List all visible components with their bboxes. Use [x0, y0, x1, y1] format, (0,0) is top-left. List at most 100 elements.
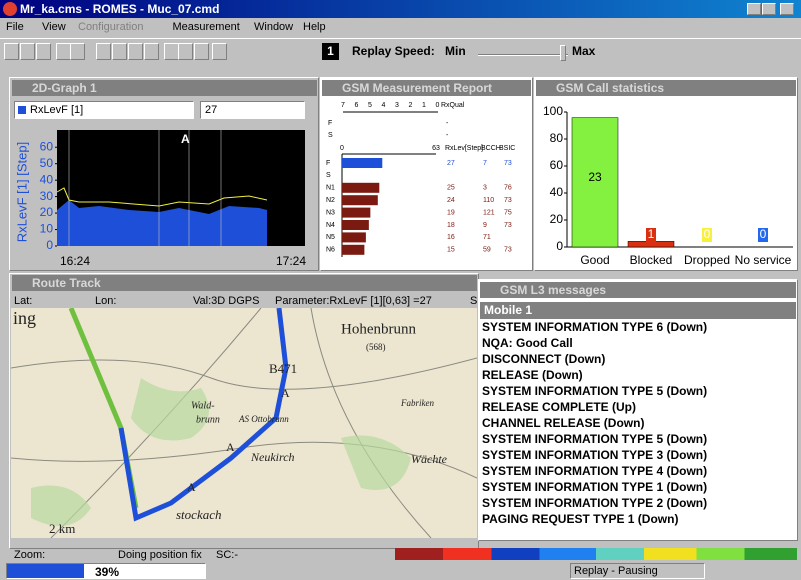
- replay-label: Replay Speed:: [352, 44, 435, 58]
- slider-thumb[interactable]: [560, 45, 566, 61]
- y-tick-label: 60: [550, 158, 564, 172]
- rxqual-scale: 6: [355, 102, 359, 109]
- menu-item[interactable]: Measurement: [173, 21, 240, 33]
- row-name: S: [326, 172, 331, 179]
- slider-track[interactable]: [478, 54, 568, 56]
- map-label: (568): [366, 342, 386, 352]
- y-tick-label: 20: [40, 205, 54, 219]
- rxqual-scale: 0: [436, 102, 440, 109]
- map-label: ing: [13, 308, 36, 328]
- lon: Lon:: [95, 295, 116, 307]
- row-name: N2: [326, 197, 335, 204]
- l3-message[interactable]: PAGING REQUEST TYPE 1 (Down): [482, 512, 678, 526]
- row-name: N5: [326, 234, 335, 241]
- menu-item[interactable]: Help: [303, 21, 326, 33]
- column-header: RxLev[Step]: [445, 145, 483, 152]
- tool-button[interactable]: [112, 43, 127, 60]
- tool-button[interactable]: [4, 43, 19, 60]
- tool-button[interactable]: [20, 43, 35, 60]
- menu-item[interactable]: View: [42, 21, 66, 33]
- tool-button[interactable]: [70, 43, 85, 60]
- map-label: Hohenbrunn: [341, 321, 416, 337]
- tool-button[interactable]: [178, 43, 193, 60]
- l3-message[interactable]: SYSTEM INFORMATION TYPE 5 (Down): [482, 384, 707, 398]
- tool-button[interactable]: [164, 43, 179, 60]
- rxlev-bar: [342, 245, 364, 255]
- column-header: BCCH: [481, 145, 501, 152]
- l3-message[interactable]: SYSTEM INFORMATION TYPE 1 (Down): [482, 480, 707, 494]
- rxlev-value: 27: [447, 160, 455, 167]
- color-scale: [395, 548, 797, 560]
- rxqual-scale: 7: [341, 102, 345, 109]
- minimize-button[interactable]: [747, 3, 761, 15]
- y-tick-label: 80: [550, 131, 564, 145]
- rxlev-bar: [342, 232, 366, 242]
- badge[interactable]: 1: [322, 43, 339, 60]
- row-name: N3: [326, 209, 335, 216]
- y-tick-label: 50: [40, 156, 54, 170]
- rxlev-bar: [342, 195, 378, 205]
- rxqual-scale: 1: [422, 102, 426, 109]
- count-label: 23: [588, 170, 602, 184]
- lat: Lat:: [14, 295, 32, 307]
- y-tick-label: 0: [556, 239, 563, 253]
- menu-item[interactable]: File: [6, 21, 24, 33]
- l3-message[interactable]: DISCONNECT (Down): [482, 352, 605, 366]
- bcch-value: 7: [483, 160, 487, 167]
- l3-message[interactable]: CHANNEL RELEASE (Down): [482, 416, 644, 430]
- l3-message[interactable]: SYSTEM INFORMATION TYPE 3 (Down): [482, 448, 707, 462]
- y-tick-label: 40: [550, 185, 564, 199]
- bsic-value: 76: [504, 185, 512, 192]
- tool-button[interactable]: [212, 43, 227, 60]
- rxqual-row: S: [328, 132, 333, 139]
- graph-caption: 2D-Graph 1: [12, 80, 317, 96]
- l3-message[interactable]: SYSTEM INFORMATION TYPE 5 (Down): [482, 432, 707, 446]
- event-marker: A: [181, 132, 190, 146]
- l3-list: SYSTEM INFORMATION TYPE 6 (Down) NQA: Goo…: [482, 320, 794, 532]
- l3-message[interactable]: RELEASE (Down): [482, 368, 583, 382]
- menu-item[interactable]: Window: [254, 21, 293, 33]
- x-label: 16:24: [60, 254, 90, 268]
- tool-button[interactable]: [144, 43, 159, 60]
- l3-message[interactable]: SYSTEM INFORMATION TYPE 4 (Down): [482, 464, 707, 478]
- rxqual-scale: 3: [395, 102, 399, 109]
- y-tick-label: 20: [550, 212, 564, 226]
- category-label: Blocked: [630, 253, 673, 267]
- replay-status: Replay - Pausing: [574, 565, 658, 577]
- rxqual-scale: 2: [409, 102, 413, 109]
- rxlev-value: 25: [447, 185, 455, 192]
- l3-message[interactable]: SYSTEM INFORMATION TYPE 2 (Down): [482, 496, 707, 510]
- rxlev-max: 63: [432, 145, 440, 152]
- rxlev-bar: [342, 183, 379, 193]
- tool-button[interactable]: [36, 43, 51, 60]
- bsic-value: 73: [504, 160, 512, 167]
- restore-button[interactable]: [762, 3, 776, 15]
- l3-message[interactable]: NQA: Good Call: [482, 336, 573, 350]
- bsic-value: 73: [504, 197, 512, 204]
- param-swatch: [18, 106, 26, 114]
- l3-message[interactable]: SYSTEM INFORMATION TYPE 6 (Down): [482, 320, 707, 334]
- tool-button[interactable]: [194, 43, 209, 60]
- bar: [628, 241, 674, 247]
- row-name: N4: [326, 222, 335, 229]
- tool-button[interactable]: [56, 43, 71, 60]
- tool-button[interactable]: [128, 43, 143, 60]
- mobile-header: Mobile 1: [480, 302, 796, 319]
- bsic-value: 75: [504, 209, 512, 216]
- position-fix: Doing position fix: [118, 549, 202, 561]
- l3-message[interactable]: RELEASE COMPLETE (Up): [482, 400, 636, 414]
- close-button[interactable]: [780, 3, 794, 15]
- tool-button[interactable]: [96, 43, 111, 60]
- sc: SC:-: [216, 549, 238, 561]
- map-label: AS Ottobrunn: [238, 414, 289, 424]
- rxqual-scale: 5: [368, 102, 372, 109]
- rxqual-label: RxQual: [441, 102, 465, 109]
- bcch-value: 71: [483, 234, 491, 241]
- replay-min: Min: [445, 44, 466, 58]
- rxlev-min: 0: [340, 145, 344, 152]
- zoom: Zoom:: [14, 549, 45, 561]
- menu-item[interactable]: Configuration: [78, 21, 143, 33]
